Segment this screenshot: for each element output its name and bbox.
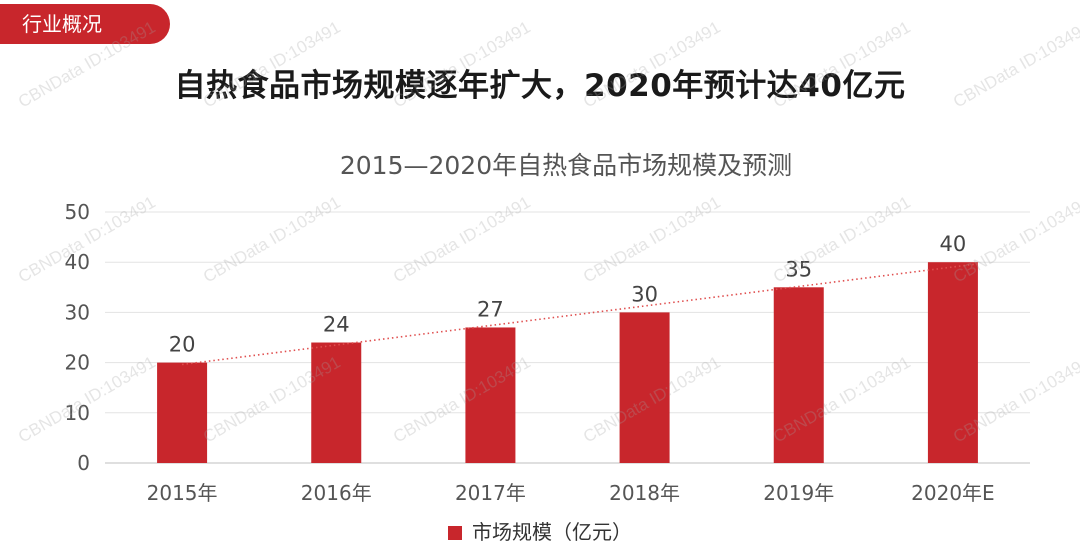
data-label: 30 xyxy=(631,282,658,306)
y-tick-label: 0 xyxy=(77,451,90,475)
data-label: 20 xyxy=(169,333,196,357)
y-tick-label: 20 xyxy=(65,351,90,375)
chart-title: 2015—2020年自热食品市场规模及预测 xyxy=(340,151,792,180)
x-tick-label: 2017年 xyxy=(455,481,526,505)
chart-legend: 市场规模（亿元） xyxy=(0,516,1080,545)
x-tick-label: 2020年E xyxy=(911,481,995,505)
legend-swatch xyxy=(448,526,462,540)
data-label: 24 xyxy=(323,313,350,337)
x-tick-label: 2018年 xyxy=(609,481,680,505)
y-tick-label: 10 xyxy=(65,401,90,425)
bar xyxy=(927,262,978,463)
data-label: 27 xyxy=(477,297,504,321)
data-label: 35 xyxy=(785,257,812,281)
bar xyxy=(465,327,516,463)
x-tick-label: 2019年 xyxy=(763,481,834,505)
x-tick-label: 2015年 xyxy=(147,481,218,505)
page-headline: 自热食品市场规模逐年扩大，2020年预计达40亿元 xyxy=(174,68,906,104)
y-tick-label: 30 xyxy=(65,300,90,324)
bar xyxy=(773,287,824,463)
x-tick-label: 2016年 xyxy=(301,481,372,505)
trendline xyxy=(181,263,979,366)
section-tab: 行业概况 xyxy=(0,4,170,44)
data-label: 40 xyxy=(940,232,967,256)
y-tick-label: 40 xyxy=(65,250,90,274)
bar xyxy=(619,312,670,463)
bar xyxy=(157,362,208,463)
y-tick-label: 50 xyxy=(65,200,90,224)
legend-label: 市场规模（亿元） xyxy=(472,520,632,544)
bar xyxy=(311,342,362,463)
